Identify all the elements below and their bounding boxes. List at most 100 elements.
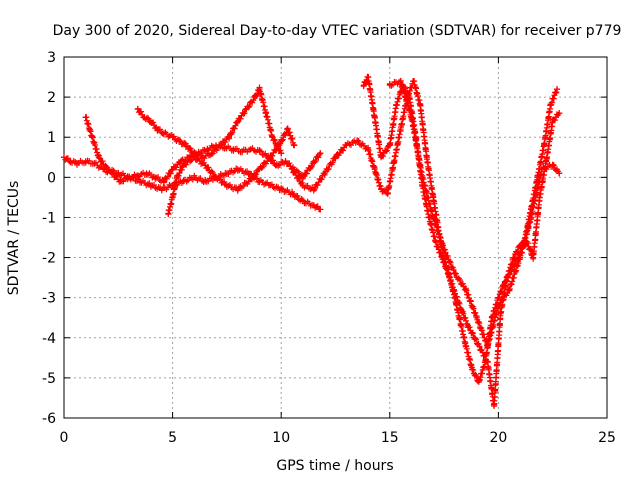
data-point bbox=[462, 286, 469, 293]
data-point bbox=[115, 170, 122, 177]
data-point bbox=[397, 126, 404, 133]
data-point bbox=[473, 314, 480, 321]
series-trace-b bbox=[82, 114, 324, 213]
data-point bbox=[469, 366, 476, 373]
data-point bbox=[478, 346, 485, 353]
data-point bbox=[245, 170, 252, 177]
data-point bbox=[89, 134, 96, 141]
data-point bbox=[176, 138, 183, 145]
data-point bbox=[291, 142, 298, 149]
x-tick-label: 20 bbox=[489, 430, 507, 446]
data-point bbox=[91, 160, 98, 167]
data-point bbox=[95, 154, 102, 161]
data-point bbox=[308, 162, 315, 169]
data-point bbox=[289, 166, 296, 173]
data-point bbox=[549, 162, 556, 169]
data-point bbox=[365, 146, 372, 153]
data-point bbox=[332, 154, 339, 161]
data-point bbox=[365, 74, 372, 81]
y-tick-label: 0 bbox=[47, 170, 56, 186]
series-trace-g bbox=[386, 77, 563, 349]
data-point bbox=[530, 254, 537, 261]
data-point bbox=[82, 158, 89, 165]
series-trace-c bbox=[134, 84, 285, 162]
data-point bbox=[208, 150, 215, 157]
data-point bbox=[82, 114, 89, 121]
data-point bbox=[252, 94, 259, 101]
data-points bbox=[61, 73, 563, 409]
data-point bbox=[126, 174, 133, 181]
data-point bbox=[517, 254, 524, 261]
data-point bbox=[169, 166, 176, 173]
data-point bbox=[104, 166, 111, 173]
data-point bbox=[147, 182, 154, 189]
data-point bbox=[475, 378, 482, 385]
data-point bbox=[267, 182, 274, 189]
data-point bbox=[391, 158, 398, 165]
data-point bbox=[243, 106, 250, 113]
data-point bbox=[451, 290, 458, 297]
data-point bbox=[491, 402, 498, 409]
data-point bbox=[556, 110, 563, 117]
data-point bbox=[299, 198, 306, 205]
data-point bbox=[410, 78, 417, 85]
data-point bbox=[154, 126, 161, 133]
data-point bbox=[484, 358, 491, 365]
data-point bbox=[141, 114, 148, 121]
data-point bbox=[180, 178, 187, 185]
data-point bbox=[289, 190, 296, 197]
data-point bbox=[506, 286, 513, 293]
data-point bbox=[549, 118, 556, 125]
data-point bbox=[160, 178, 167, 185]
data-point bbox=[165, 210, 172, 217]
data-point bbox=[202, 162, 209, 169]
data-point bbox=[386, 82, 393, 89]
data-point bbox=[284, 126, 291, 133]
data-point bbox=[245, 178, 252, 185]
x-tick-label: 25 bbox=[598, 430, 616, 446]
data-point bbox=[556, 170, 563, 177]
gridlines bbox=[64, 57, 607, 418]
data-point bbox=[256, 148, 263, 155]
y-tick-label: -4 bbox=[42, 331, 56, 347]
data-point bbox=[182, 142, 189, 149]
data-point bbox=[158, 186, 165, 193]
series-trace-f bbox=[360, 73, 563, 409]
data-point bbox=[269, 134, 276, 141]
data-point bbox=[147, 118, 154, 125]
data-point bbox=[223, 182, 230, 189]
data-point bbox=[262, 110, 269, 117]
data-point bbox=[310, 186, 317, 193]
data-point bbox=[310, 202, 317, 209]
data-point bbox=[321, 170, 328, 177]
data-point bbox=[256, 86, 263, 93]
data-point bbox=[134, 172, 141, 179]
data-point bbox=[458, 306, 465, 313]
data-point bbox=[317, 206, 324, 213]
data-point bbox=[378, 186, 385, 193]
data-point bbox=[451, 270, 458, 277]
data-point bbox=[299, 182, 306, 189]
y-tick-label: -2 bbox=[42, 251, 56, 267]
y-tick-label: -6 bbox=[42, 411, 56, 427]
data-point bbox=[441, 246, 448, 253]
data-point bbox=[117, 178, 124, 185]
plot-frame bbox=[63, 56, 608, 419]
data-point bbox=[471, 334, 478, 341]
data-point bbox=[74, 160, 81, 167]
data-point bbox=[554, 86, 561, 93]
data-point bbox=[538, 166, 545, 173]
data-point bbox=[267, 154, 274, 161]
data-point bbox=[386, 142, 393, 149]
data-point bbox=[200, 154, 207, 161]
chart-title: Day 300 of 2020, Sidereal Day-to-day VTE… bbox=[53, 23, 622, 39]
data-point bbox=[152, 174, 159, 181]
data-point bbox=[343, 142, 350, 149]
tick-labels: 0 5 10 15 20 25 -6 -5 -4 -3 -2 -1 0 1 2 3 bbox=[42, 50, 616, 446]
data-point bbox=[438, 254, 445, 261]
data-point bbox=[143, 170, 150, 177]
data-point bbox=[495, 302, 502, 309]
x-axis-label: GPS time / hours bbox=[276, 458, 393, 474]
data-point bbox=[360, 82, 367, 89]
